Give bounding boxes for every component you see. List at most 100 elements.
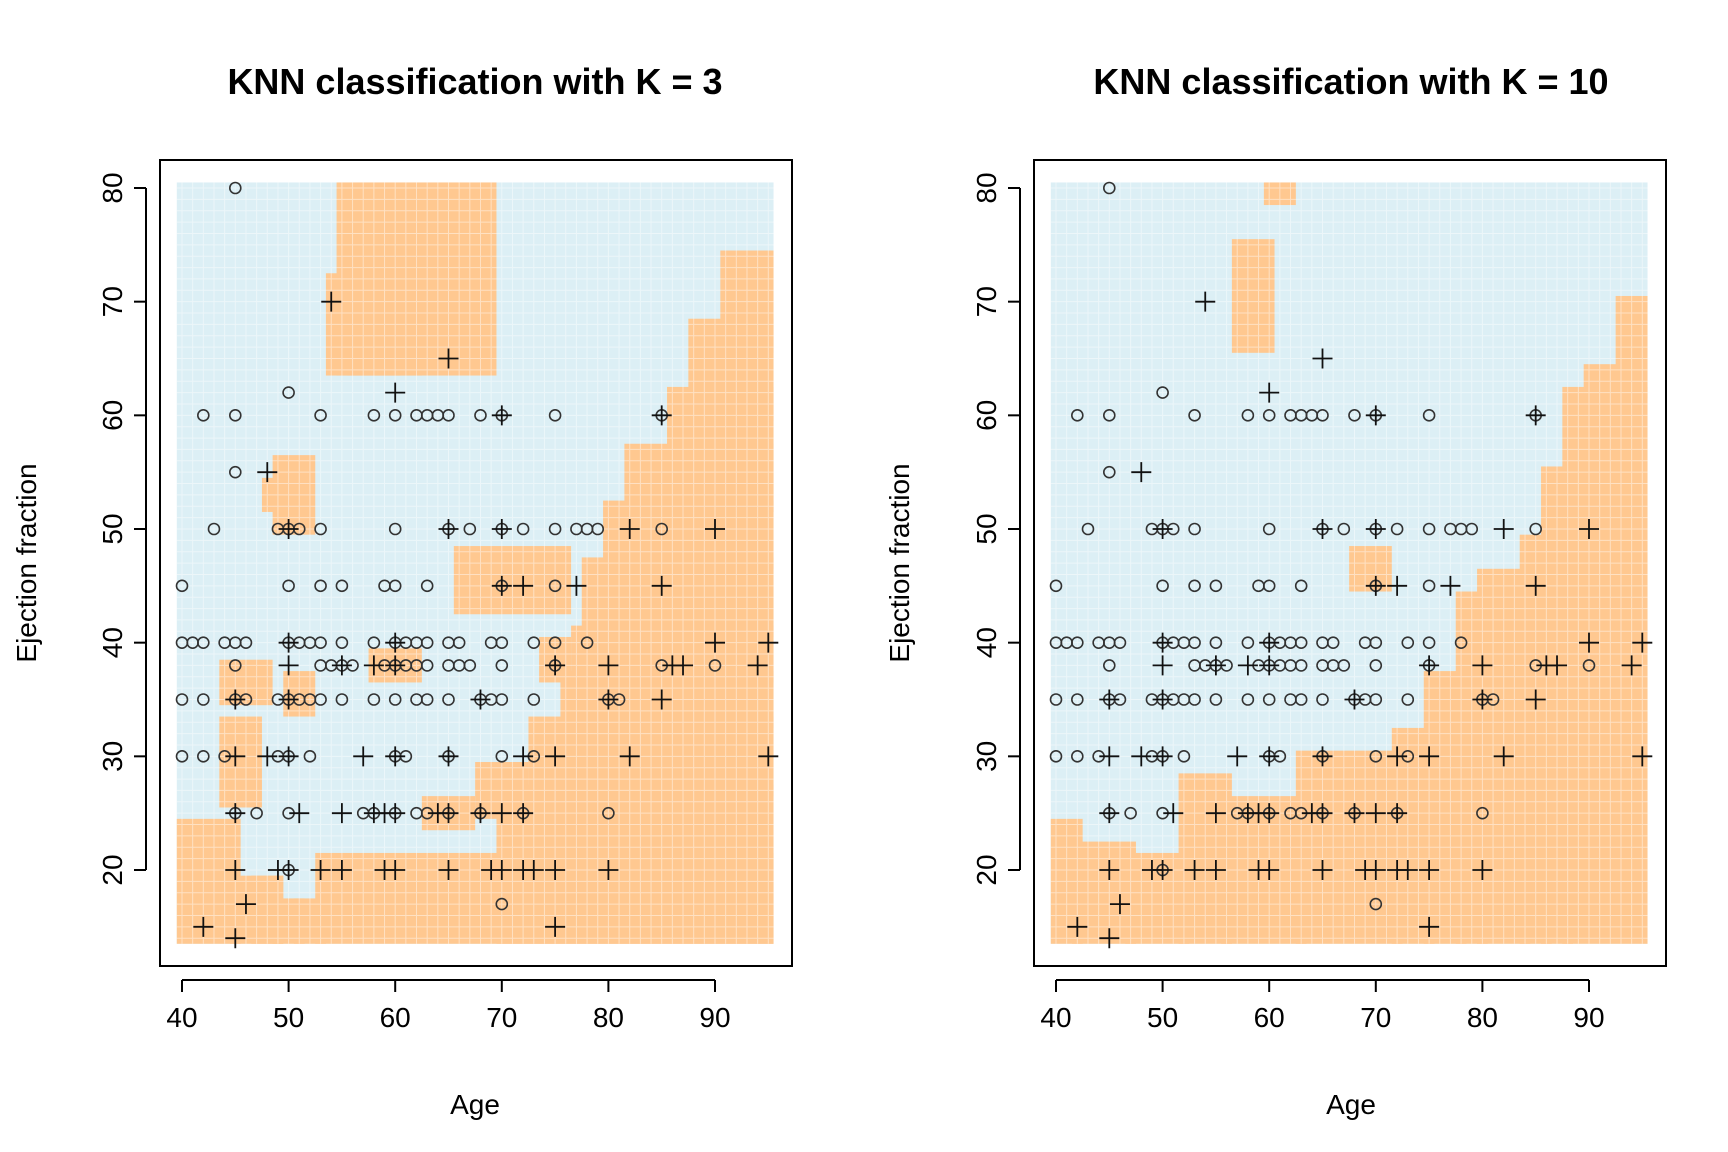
point-plus bbox=[1365, 519, 1386, 539]
point-circle bbox=[495, 659, 509, 672]
point-circle bbox=[1241, 636, 1255, 649]
point-plus bbox=[1259, 803, 1280, 824]
point-circle bbox=[250, 806, 263, 820]
point-plus bbox=[1365, 575, 1386, 596]
point-circle bbox=[1156, 579, 1169, 593]
point-circle bbox=[335, 579, 349, 593]
point-plus bbox=[1344, 803, 1365, 824]
point-circle bbox=[303, 750, 317, 763]
point-plus bbox=[278, 689, 299, 710]
point-circle bbox=[1156, 386, 1169, 399]
point-circle bbox=[1262, 409, 1276, 422]
knn-panel-k10: 40 50 60 70 80 90 20 30 40 50 60 70 80 KNN classifica… bbox=[884, 61, 1667, 1120]
point-plus bbox=[385, 655, 406, 676]
y-axis: 20 30 40 50 60 70 80 bbox=[971, 172, 1021, 886]
x-axis: 40 50 60 70 80 90 bbox=[1040, 979, 1605, 1033]
point-circle bbox=[367, 636, 381, 649]
point-circle bbox=[548, 409, 562, 422]
point-circle bbox=[495, 636, 509, 649]
point-circle bbox=[175, 579, 189, 593]
point-plus bbox=[747, 655, 768, 676]
point-plus bbox=[758, 632, 779, 653]
point-plus bbox=[598, 689, 619, 710]
point-plus bbox=[598, 655, 619, 676]
point-plus bbox=[1109, 894, 1130, 915]
point-plus bbox=[1312, 746, 1333, 767]
point-plus bbox=[651, 405, 672, 426]
point-circle bbox=[1103, 181, 1116, 195]
point-plus bbox=[566, 575, 587, 596]
point-circle bbox=[1294, 636, 1308, 649]
point-circle bbox=[1369, 750, 1383, 763]
point-plus bbox=[1419, 746, 1440, 767]
y-tick-label: 30 bbox=[97, 741, 128, 772]
point-circle bbox=[1124, 806, 1137, 820]
point-circle bbox=[527, 636, 541, 649]
point-plus bbox=[619, 519, 640, 539]
point-circle bbox=[239, 636, 253, 649]
point-circle bbox=[1369, 897, 1383, 911]
point-circle bbox=[474, 409, 487, 422]
point-plus bbox=[1152, 655, 1173, 676]
point-plus bbox=[491, 575, 512, 596]
point-circle bbox=[1049, 579, 1063, 593]
point-plus bbox=[1365, 860, 1386, 880]
point-circle bbox=[1369, 659, 1383, 672]
point-circle bbox=[367, 409, 381, 422]
point-plus bbox=[1440, 575, 1461, 596]
point-plus bbox=[1152, 746, 1173, 767]
point-plus bbox=[1163, 803, 1184, 824]
point-circle bbox=[1422, 522, 1436, 536]
point-circle bbox=[314, 693, 327, 706]
region-died bbox=[496, 784, 774, 944]
y-tick-label: 40 bbox=[971, 627, 1002, 658]
x-tick-label: 70 bbox=[1360, 1002, 1391, 1033]
point-circle bbox=[1369, 693, 1383, 706]
point-circle bbox=[548, 636, 562, 649]
point-circle bbox=[1465, 522, 1479, 536]
x-tick-label: 60 bbox=[1254, 1002, 1285, 1033]
y-tick-label: 70 bbox=[971, 286, 1002, 317]
point-circle bbox=[1294, 693, 1308, 706]
point-plus bbox=[235, 894, 256, 915]
point-plus bbox=[705, 632, 725, 653]
y-tick-label: 40 bbox=[97, 627, 128, 658]
point-plus bbox=[1099, 746, 1120, 767]
region-died bbox=[581, 557, 774, 637]
point-circle bbox=[1209, 579, 1223, 593]
y-tick-label: 80 bbox=[97, 172, 128, 203]
point-plus bbox=[1131, 746, 1152, 767]
point-circle bbox=[388, 409, 402, 422]
point-plus bbox=[1195, 291, 1216, 312]
point-circle bbox=[1177, 750, 1191, 763]
point-circle bbox=[1049, 750, 1063, 763]
point-circle bbox=[1262, 522, 1276, 536]
point-circle bbox=[1209, 636, 1223, 649]
point-plus bbox=[1344, 689, 1365, 710]
point-circle bbox=[1071, 750, 1084, 763]
point-circle bbox=[197, 750, 210, 763]
x-tick-label: 60 bbox=[380, 1002, 411, 1033]
point-plus bbox=[1099, 689, 1120, 710]
point-plus bbox=[193, 916, 214, 937]
grid-lines bbox=[1050, 182, 1648, 944]
region-died bbox=[1263, 182, 1296, 206]
point-plus bbox=[1525, 405, 1546, 426]
point-circle bbox=[229, 465, 242, 479]
point-plus bbox=[1547, 655, 1568, 676]
point-plus bbox=[523, 860, 544, 880]
point-plus bbox=[1387, 803, 1408, 824]
point-circle bbox=[1103, 409, 1116, 422]
point-circle bbox=[1241, 409, 1255, 422]
chart-title: KNN classification with K = 10 bbox=[1093, 61, 1608, 102]
point-plus bbox=[470, 803, 491, 824]
point-plus bbox=[1387, 746, 1408, 767]
x-tick-label: 90 bbox=[1573, 1002, 1604, 1033]
point-circle bbox=[420, 579, 434, 593]
point-circle bbox=[1401, 636, 1415, 649]
point-circle bbox=[1422, 579, 1436, 593]
x-tick-label: 50 bbox=[273, 1002, 304, 1033]
point-plus bbox=[385, 803, 406, 824]
point-plus bbox=[257, 462, 278, 483]
